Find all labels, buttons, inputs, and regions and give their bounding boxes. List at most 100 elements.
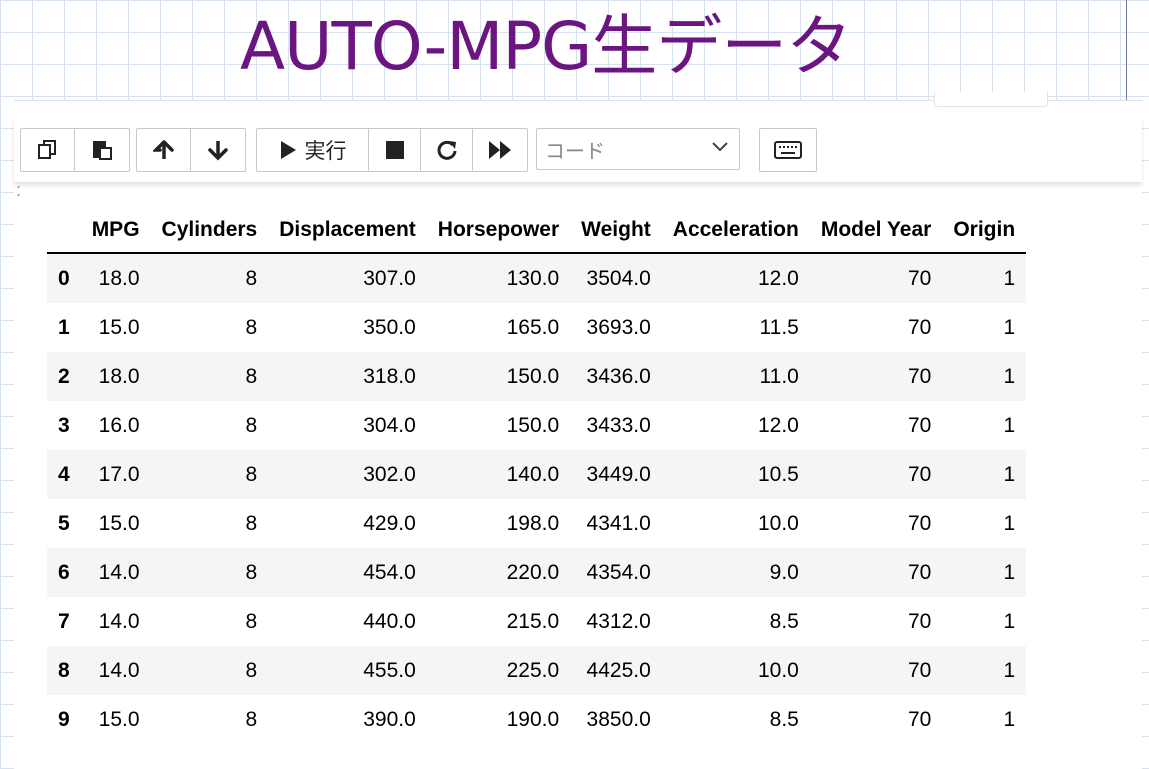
table-cell: 1 <box>1003 364 1016 388</box>
table-cell: 307.0 <box>363 266 416 290</box>
table-cell: 1 <box>1003 511 1016 535</box>
table-cell: 215.0 <box>506 609 560 633</box>
keyboard-group <box>759 128 817 172</box>
play-icon <box>279 140 297 160</box>
table-cell: 14.0 <box>98 560 140 584</box>
table-cell: 8 <box>245 266 258 290</box>
table-cell: 190.0 <box>506 707 560 731</box>
table-cell: 1 <box>1003 266 1016 290</box>
table-cell: 15.0 <box>98 315 140 339</box>
cell-type-value: コード <box>545 138 605 163</box>
table-cell: 70 <box>907 364 932 388</box>
table-cell: 165.0 <box>506 315 560 339</box>
arrow-down-icon <box>207 139 229 161</box>
copy-cells-button[interactable] <box>21 129 75 171</box>
table-header-row: MPG Cylinders Displacement Horsepower We… <box>47 206 1027 254</box>
table-cell: 70 <box>907 413 932 437</box>
table-cell: 14.0 <box>98 609 140 633</box>
clipboard-group <box>20 128 130 172</box>
table-cell: 10.0 <box>757 511 799 535</box>
stop-icon <box>385 140 405 160</box>
table-cell: 70 <box>907 609 932 633</box>
table-cell: 70 <box>907 511 932 535</box>
restart-icon <box>436 139 458 161</box>
table-cell: 8.5 <box>769 707 799 731</box>
table-cell: 304.0 <box>363 413 416 437</box>
column-header: MPG <box>80 206 151 254</box>
row-index: 6 <box>58 560 70 584</box>
table-row: 3 16.0 8 304.0 150.0 3433.0 12.0 70 1 <box>47 401 1026 450</box>
move-down-button[interactable] <box>191 129 245 171</box>
divider <box>14 100 1142 101</box>
row-index: 0 <box>58 266 70 290</box>
table-cell: 440.0 <box>363 609 416 633</box>
table-cell: 130.0 <box>506 266 560 290</box>
move-up-button[interactable] <box>137 129 191 171</box>
table-cell: 8 <box>245 315 258 339</box>
table-cell: 18.0 <box>98 364 140 388</box>
table-cell: 17.0 <box>98 462 140 486</box>
table-cell: 8.5 <box>769 609 799 633</box>
table-cell: 3850.0 <box>586 707 651 731</box>
slide-edge-line <box>1126 0 1127 102</box>
paste-cells-button[interactable] <box>75 129 129 171</box>
table-cell: 4312.0 <box>586 609 651 633</box>
table-row: 2 18.0 8 318.0 150.0 3436.0 11.0 70 1 <box>47 352 1027 401</box>
keyboard-shortcuts-button[interactable] <box>760 129 816 171</box>
row-index: 2 <box>58 364 70 388</box>
table-cell: 3504.0 <box>586 266 651 290</box>
kernel-indicator <box>934 92 1048 107</box>
table-cell: 1 <box>1003 609 1016 633</box>
table-cell: 220.0 <box>506 560 560 584</box>
run-label: 実行 <box>304 139 347 163</box>
table-cell: 8 <box>245 560 258 584</box>
table-cell: 8 <box>245 511 258 535</box>
table-cell: 1 <box>1003 413 1016 437</box>
row-index: 1 <box>58 315 70 339</box>
table-cell: 1 <box>1003 658 1016 682</box>
table-cell: 8 <box>245 462 258 486</box>
table-cell: 140.0 <box>506 462 560 486</box>
table-cell: 8 <box>245 364 258 388</box>
row-index: 4 <box>58 462 70 486</box>
stop-button[interactable] <box>369 129 421 171</box>
table-cell: 14.0 <box>98 658 140 682</box>
table-cell: 18.0 <box>98 266 140 290</box>
table-cell: 1 <box>1003 560 1016 584</box>
table-cell: 1 <box>1003 462 1016 486</box>
table-cell: 15.0 <box>98 707 140 731</box>
dataframe-table: MPG Cylinders Displacement Horsepower We… <box>47 206 1027 744</box>
table-cell: 70 <box>907 560 932 584</box>
table-cell: 15.0 <box>98 511 140 535</box>
column-header: Displacement <box>268 206 427 254</box>
table-row: 5 15.0 8 429.0 198.0 4341.0 10.0 70 1 <box>47 499 1026 548</box>
table-row: 0 18.0 8 307.0 130.0 3504.0 12.0 70 1 <box>47 253 1027 303</box>
run-all-button[interactable] <box>473 129 527 171</box>
table-cell: 390.0 <box>363 707 416 731</box>
run-button[interactable]: 実行 <box>257 129 369 171</box>
column-header: Origin <box>942 206 1027 254</box>
table-cell: 10.5 <box>757 462 799 486</box>
notebook-toolbar: 実行 コード <box>14 118 1142 182</box>
table-cell: 70 <box>907 315 932 339</box>
column-header: Weight <box>570 206 662 254</box>
row-index: 7 <box>58 609 70 633</box>
column-header: Acceleration <box>661 206 810 254</box>
table-cell: 9.0 <box>769 560 799 584</box>
keyboard-icon <box>774 141 802 159</box>
table-cell: 11.5 <box>759 315 799 339</box>
table-cell: 11.0 <box>759 364 799 388</box>
restart-button[interactable] <box>421 129 473 171</box>
table-cell: 70 <box>907 707 932 731</box>
table-cell: 302.0 <box>363 462 416 486</box>
cell-type-select[interactable]: コード <box>536 128 740 170</box>
notebook-panel: 実行 コード <box>14 92 1142 769</box>
table-cell: 1 <box>1003 315 1016 339</box>
table-row: 8 14.0 8 455.0 225.0 4425.0 10.0 70 1 <box>47 646 1027 695</box>
run-group: 実行 <box>256 128 528 172</box>
table-cell: 16.0 <box>98 413 140 437</box>
arrow-up-icon <box>152 139 175 161</box>
table-cell: 12.0 <box>757 266 799 290</box>
row-index: 3 <box>58 413 70 437</box>
table-cell: 70 <box>907 462 932 486</box>
